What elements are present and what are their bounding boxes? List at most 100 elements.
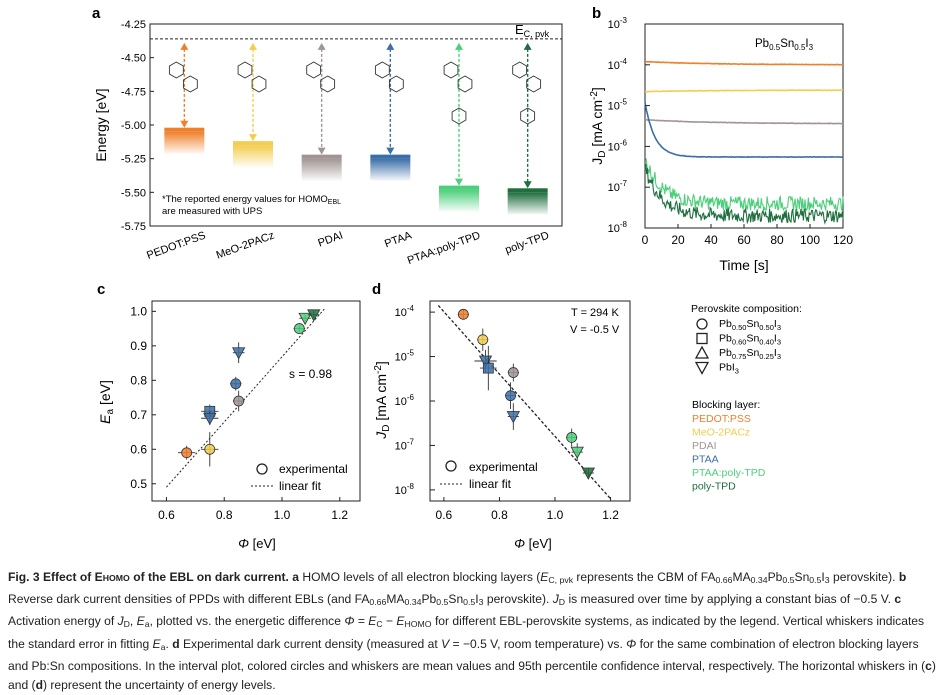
legend-blocking-label: PTAA:poly-TPD <box>692 467 766 479</box>
panel-c-frame <box>151 300 361 502</box>
y-tick-exponent: -4 <box>620 57 628 66</box>
x-tick-label: 0.6 <box>158 508 175 522</box>
panel-b-y-ticks: 10-3 10-4 10-5 10-6 10-7 10-8 <box>608 16 650 235</box>
current-trace <box>644 163 844 225</box>
panel-c-y-label: Ea [eV] <box>97 380 116 424</box>
homo-level-fade <box>233 145 273 168</box>
panel-b-x-ticks: 0 20 40 60 80 100 120 <box>642 224 853 247</box>
y-tick-exponent: -6 <box>407 393 415 402</box>
y-tick-label: 10-4 <box>395 304 415 319</box>
marker-circle <box>507 367 519 378</box>
marker-triangle-down <box>506 411 521 424</box>
homo-level-bar <box>301 154 342 159</box>
panel-a-note-line1: *The reported energy values for HOMOEBL <box>162 194 341 206</box>
panel-b-x-label: Time [s] <box>719 257 768 273</box>
molecule-ring <box>374 61 390 79</box>
panel-c-linear-fit <box>166 307 326 488</box>
panel-c-legend-fit: linear fit <box>279 479 322 493</box>
arrow-head-down <box>455 178 463 186</box>
y-tick-label: -4.75 <box>121 86 146 98</box>
panel-d-legend-experimental: experimental <box>469 460 538 474</box>
category-label: PDAI <box>316 230 344 250</box>
panel-d-legend-fit: linear fit <box>469 477 512 491</box>
arrow-head-up <box>455 42 463 50</box>
molecule-ring <box>237 61 253 79</box>
y-tick-label: -4.25 <box>121 19 146 31</box>
current-trace <box>644 118 843 125</box>
arrow-head-up <box>317 42 326 50</box>
panel-a-note-line2: are measured with UPS <box>162 206 262 217</box>
molecule-ring <box>168 61 184 79</box>
panel-label-c: c <box>97 281 105 298</box>
x-tick-label: 40 <box>704 233 718 247</box>
molecule-ring <box>526 75 542 93</box>
y-tick-label: -5.25 <box>121 154 146 166</box>
y-tick-label: 10-5 <box>608 98 628 113</box>
text-run: I <box>774 333 777 345</box>
category-label: PTAA <box>383 229 414 250</box>
category-label: PEDOT:PSS <box>145 230 207 262</box>
current-trace <box>645 60 843 66</box>
legend-blocking-label: PDAI <box>692 440 717 452</box>
x-tick-label: 60 <box>737 233 751 247</box>
arrow-head-down <box>523 181 532 189</box>
legend-composition-label: Pb0.60Sn0.40I3 <box>719 333 781 347</box>
legend-composition-label: Pb0.75Sn0.25I3 <box>719 347 781 361</box>
panel-a-homo-bars <box>164 42 548 215</box>
legend-blocking-heading: Blocking layer: <box>692 399 760 411</box>
y-tick-label: 10-3 <box>608 16 628 31</box>
marker-circle <box>477 334 489 346</box>
caption-c-text: Activation energy of JD, Ea, plotted vs.… <box>8 614 925 652</box>
panel-c-activation-energy: 0.5 0.6 0.7 0.8 0.9 1.0 0.6 0.8 1.0 1.2 s = 0.98… <box>97 300 361 551</box>
text-run: I <box>774 347 777 359</box>
homo-level-bar <box>233 141 273 146</box>
panel-b-frame <box>644 23 844 229</box>
panel-d-y-ticks: 10-4 10-5 10-6 10-7 10-8 <box>395 304 435 497</box>
subscript: 0.75 <box>732 352 747 361</box>
homo-level-fade <box>439 189 479 212</box>
y-tick-label: 10-8 <box>395 482 415 497</box>
legend-symbol-square <box>696 332 708 345</box>
arrow-head-up <box>386 42 395 50</box>
x-tick-label: 0.8 <box>491 508 508 522</box>
legend-blocking-label: MeO-2PACz <box>692 427 750 439</box>
x-tick-label: 0.8 <box>216 508 233 522</box>
y-tick-label: 0.9 <box>130 339 147 353</box>
panel-c-x-ticks: 0.6 0.8 1.0 1.2 <box>158 497 348 522</box>
marker-triangle-down <box>581 467 596 480</box>
panel-d-x-label: Φ [eV] <box>514 536 552 551</box>
panel-a-energy-diagram: -4.25 -4.50 -4.75 -5.00 -5.25 -5.50 -5.75 Ener… <box>93 19 563 267</box>
y-tick-label: 0.6 <box>130 442 147 456</box>
caption-label-d: d <box>172 636 180 651</box>
marker-square <box>482 362 494 374</box>
caption-a-text: HOMO levels of all electron blocking lay… <box>302 570 896 586</box>
legend-composition-label: Pb0.50Sn0.50I3 <box>719 318 781 332</box>
y-tick-exponent: -7 <box>620 179 628 188</box>
molecule-ring <box>388 75 404 93</box>
marker-circle <box>566 432 578 443</box>
x-tick-label: 1.2 <box>331 508 348 522</box>
cbm-reference-label: EC, pvk <box>515 22 550 39</box>
panel-b-traces <box>644 60 844 225</box>
text-run: PbI <box>719 362 735 374</box>
panel-d-x-ticks: 0.6 0.8 1.0 1.2 <box>436 497 619 522</box>
current-trace <box>644 102 844 159</box>
text-run: Sn <box>746 347 759 359</box>
panel-a-y-ticks: -4.25 -4.50 -4.75 -5.00 -5.25 -5.50 -5.75 <box>121 19 154 233</box>
category-label: MeO-2PACz <box>215 230 276 262</box>
subscript: 3 <box>777 338 781 347</box>
y-tick-exponent: -7 <box>407 437 415 446</box>
current-trace <box>644 156 844 212</box>
y-tick-label: -5.75 <box>121 221 146 233</box>
legend-composition-heading: Perovskite composition: <box>691 303 802 315</box>
panel-d-dark-current-vs-phi: 10-4 10-5 10-6 10-7 10-8 0.6 0.8 1.0 1.2 T = 29… <box>373 300 631 551</box>
homo-level-fade <box>507 192 548 215</box>
legend-composition-items: Pb0.50Sn0.50I3Pb0.60Sn0.40I3Pb0.75Sn0.25… <box>694 318 781 376</box>
panel-b-dark-current-vs-time: 10-3 10-4 10-5 10-6 10-7 10-8 0 20 40 60 80 100 120… <box>589 16 853 273</box>
molecule-ring <box>320 75 336 93</box>
text-run: Sn <box>746 318 759 330</box>
x-tick-label: 100 <box>800 233 820 247</box>
marker-circle <box>233 395 245 407</box>
legend-symbol-circle <box>696 318 708 330</box>
